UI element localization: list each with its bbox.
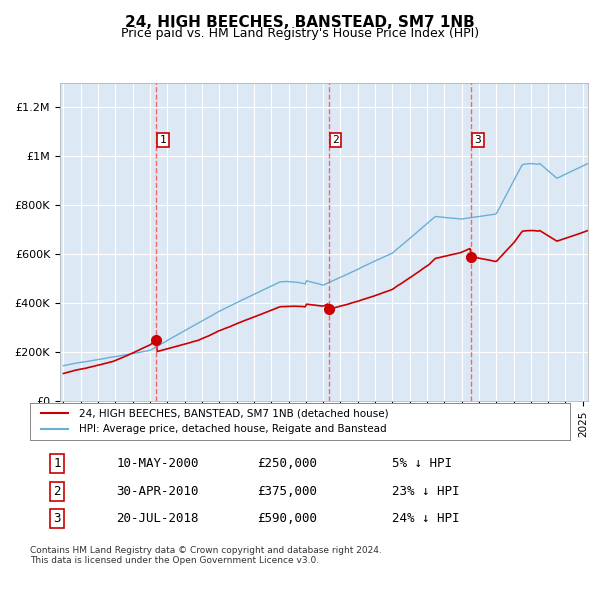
Text: Contains HM Land Registry data © Crown copyright and database right 2024.
This d: Contains HM Land Registry data © Crown c… [30, 546, 382, 565]
Text: 1: 1 [160, 135, 166, 145]
Text: HPI: Average price, detached house, Reigate and Banstead: HPI: Average price, detached house, Reig… [79, 424, 386, 434]
Text: 2: 2 [53, 484, 61, 498]
Text: 20-JUL-2018: 20-JUL-2018 [116, 512, 199, 525]
Text: 30-APR-2010: 30-APR-2010 [116, 484, 199, 498]
Text: 3: 3 [475, 135, 481, 145]
Text: 3: 3 [53, 512, 61, 525]
Text: 2: 2 [332, 135, 339, 145]
Text: 24, HIGH BEECHES, BANSTEAD, SM7 1NB (detached house): 24, HIGH BEECHES, BANSTEAD, SM7 1NB (det… [79, 408, 388, 418]
Text: £590,000: £590,000 [257, 512, 317, 525]
Text: 24% ↓ HPI: 24% ↓ HPI [392, 512, 460, 525]
Text: 23% ↓ HPI: 23% ↓ HPI [392, 484, 460, 498]
Text: £250,000: £250,000 [257, 457, 317, 470]
Text: Price paid vs. HM Land Registry's House Price Index (HPI): Price paid vs. HM Land Registry's House … [121, 27, 479, 40]
Text: £375,000: £375,000 [257, 484, 317, 498]
Text: 10-MAY-2000: 10-MAY-2000 [116, 457, 199, 470]
Text: 5% ↓ HPI: 5% ↓ HPI [392, 457, 452, 470]
Text: 1: 1 [53, 457, 61, 470]
Text: 24, HIGH BEECHES, BANSTEAD, SM7 1NB: 24, HIGH BEECHES, BANSTEAD, SM7 1NB [125, 15, 475, 30]
